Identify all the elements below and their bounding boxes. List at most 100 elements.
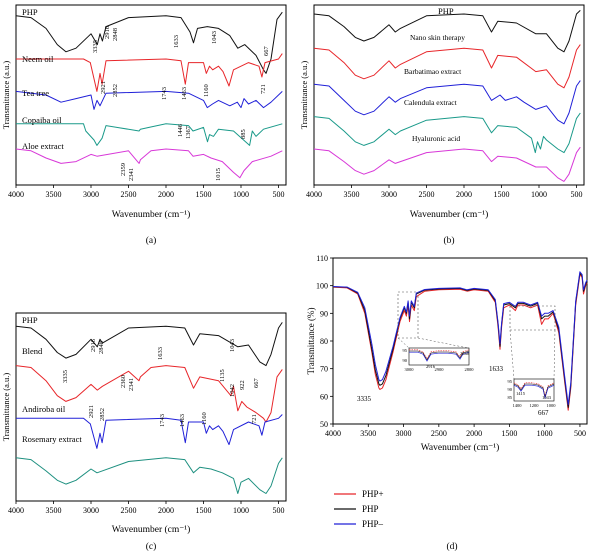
peak-label: 2916 xyxy=(90,338,97,352)
inset-tick: 2900 xyxy=(435,367,445,372)
zoom-connector xyxy=(417,337,469,349)
x-tick-label: 4000 xyxy=(306,190,322,199)
panel-a-xlabel: Wavenumber (cm⁻¹) xyxy=(112,209,191,220)
series-line-php-minus xyxy=(332,271,588,406)
x-tick-label: 3000 xyxy=(396,429,412,438)
panel-d-x-ticks: 4000 3500 3000 2500 2000 1500 1000 500 xyxy=(325,424,586,438)
zoom-connector xyxy=(509,329,515,380)
peak-label: 1463 xyxy=(179,414,186,427)
x-tick-label: 3500 xyxy=(344,190,360,199)
series-label-andiroba-oil: Andiroba oil xyxy=(22,404,66,414)
series-line-php xyxy=(15,11,283,74)
peak-label: 1463 xyxy=(181,87,188,100)
inset-1-frame xyxy=(408,347,470,366)
peak-label: 2921 xyxy=(100,81,107,94)
x-tick-label: 3500 xyxy=(46,506,62,515)
peak-label: 1743 xyxy=(161,87,168,100)
legend-label-php: PHP xyxy=(362,504,379,514)
inset-tick: 95 xyxy=(508,379,513,384)
x-tick-label: 1000 xyxy=(233,190,249,199)
y-tick-label: 100 xyxy=(316,282,328,291)
series-label-php: PHP xyxy=(438,6,454,16)
inset-tick: 1200 xyxy=(530,403,540,408)
series-line-blend xyxy=(15,365,283,423)
x-tick-label: 2500 xyxy=(121,190,137,199)
inset-tick: 3000 xyxy=(405,367,415,372)
panel-c-x-ticks: 4000 3500 3000 2500 2000 1500 1000 500 xyxy=(8,501,285,515)
inset-tick: 85 xyxy=(508,395,513,400)
series-line-neem-oil xyxy=(16,53,283,92)
series-line-aloe-extract xyxy=(15,148,283,179)
series-line-rosemary-extract xyxy=(15,457,283,494)
x-tick-label: 4000 xyxy=(8,190,24,199)
x-tick-label: 1500 xyxy=(196,190,212,199)
inset-tick: 90 xyxy=(403,358,408,363)
peak-label: 2852 xyxy=(112,84,119,97)
series-label-hyaluronic-acid: Hyaluronic acid xyxy=(412,134,460,143)
inset-1: 3000 2900 2800 95 90 2916 2848 xyxy=(403,347,474,372)
panel-a-peak-labels: 3335 2916 2848 1633 1043 667 2921 2852 1… xyxy=(92,25,270,181)
y-tick-label: 70 xyxy=(320,365,328,374)
panel-a-curves xyxy=(15,11,283,179)
panel-c: 4000 3500 3000 2500 2000 1500 1000 500 Transmit… xyxy=(1,312,287,552)
peak-label: 1633 xyxy=(157,347,164,360)
panel-b: 4000 3500 3000 2500 2000 1500 1000 500 Transmit… xyxy=(299,4,585,246)
peak-label: 2341 xyxy=(128,378,135,391)
peak-label: 2360 xyxy=(120,375,127,388)
peak-label: 1633 xyxy=(173,35,180,48)
x-tick-label: 500 xyxy=(574,429,586,438)
series-line-php xyxy=(15,322,283,367)
inset-1-trace xyxy=(409,349,470,360)
series-label-blend: Blend xyxy=(22,346,43,356)
series-line-hyaluronic-acid xyxy=(313,146,581,182)
inset-tick: 95 xyxy=(403,348,408,353)
peak-label: 1160 xyxy=(201,412,208,425)
x-tick-label: 2000 xyxy=(456,190,472,199)
peak-label: 1633 xyxy=(489,365,504,373)
peak-label: 1135 xyxy=(219,369,226,382)
panel-b-plot-area xyxy=(313,4,585,186)
peak-label: 1042 xyxy=(229,384,236,397)
peak-label: 1160 xyxy=(203,84,210,97)
series-label-aloe-extract: Aloe extract xyxy=(22,141,64,151)
x-tick-label: 1000 xyxy=(233,506,249,515)
zoom-connector xyxy=(553,329,556,380)
legend-label-php-plus: PHP+ xyxy=(362,489,384,499)
x-tick-label: 500 xyxy=(273,506,285,515)
panel-a-label: (a) xyxy=(146,235,157,246)
peak-label: 667 xyxy=(253,378,260,389)
x-tick-label: 4000 xyxy=(325,429,341,438)
y-tick-label: 90 xyxy=(320,309,328,318)
series-label-neem-oil: Neem oil xyxy=(22,54,54,64)
inset-2: 1400 1200 1000 95 90 85 1415 1043 xyxy=(508,378,556,408)
panel-c-label: (c) xyxy=(146,541,157,552)
panel-c-peak-labels: 3335 2916 2848 1633 1043 2360 2341 1135 … xyxy=(62,338,260,427)
panel-d-ylabel: Transmittance (%) xyxy=(306,308,316,375)
y-tick-label: 50 xyxy=(320,420,328,429)
peak-label: 922 xyxy=(239,380,246,390)
peak-label: 2848 xyxy=(112,28,119,41)
peak-label: 885 xyxy=(240,129,247,139)
panel-d-xlabel: Wavenumber (cm⁻¹) xyxy=(421,442,500,453)
inset-2-curves xyxy=(513,382,555,400)
inset-2-trace xyxy=(513,384,555,400)
inset-2-frame xyxy=(513,378,555,402)
x-tick-label: 4000 xyxy=(8,506,24,515)
inset-1-trace xyxy=(409,351,470,362)
panel-b-ylabel: Transmittance (a.u.) xyxy=(299,61,309,130)
inset-tick: 1400 xyxy=(513,403,523,408)
x-tick-label: 1500 xyxy=(501,429,517,438)
inset-peak-label: 2916 xyxy=(426,364,436,369)
panel-d: 4000 3500 3000 2500 2000 1500 1000 500 50 60 70 80… xyxy=(306,254,588,552)
y-tick-label: 60 xyxy=(320,392,328,401)
panel-d-curves xyxy=(332,271,588,411)
inset-peak-label: 1415 xyxy=(516,391,526,396)
peak-label: 1043 xyxy=(229,339,236,352)
peak-label: 667 xyxy=(538,409,549,417)
x-tick-label: 3000 xyxy=(83,506,99,515)
series-line-calendula-extract xyxy=(313,112,581,154)
series-line-copaiba-oil xyxy=(16,123,283,146)
peak-label: 721 xyxy=(260,84,267,94)
inset-1-curves xyxy=(409,349,470,362)
panel-a-ylabel: Transmittance (a.u.) xyxy=(1,61,11,130)
